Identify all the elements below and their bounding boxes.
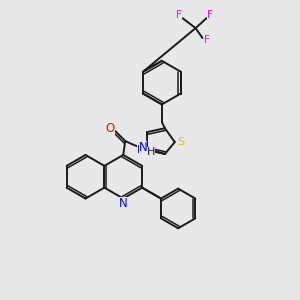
Text: S: S	[177, 137, 184, 147]
Text: N: N	[137, 145, 145, 155]
Text: F: F	[203, 35, 209, 45]
Text: F: F	[208, 10, 213, 20]
Text: N: N	[139, 140, 147, 154]
Text: H: H	[147, 147, 155, 157]
Text: N: N	[119, 197, 128, 210]
Text: F: F	[176, 10, 182, 20]
Text: O: O	[106, 122, 115, 135]
